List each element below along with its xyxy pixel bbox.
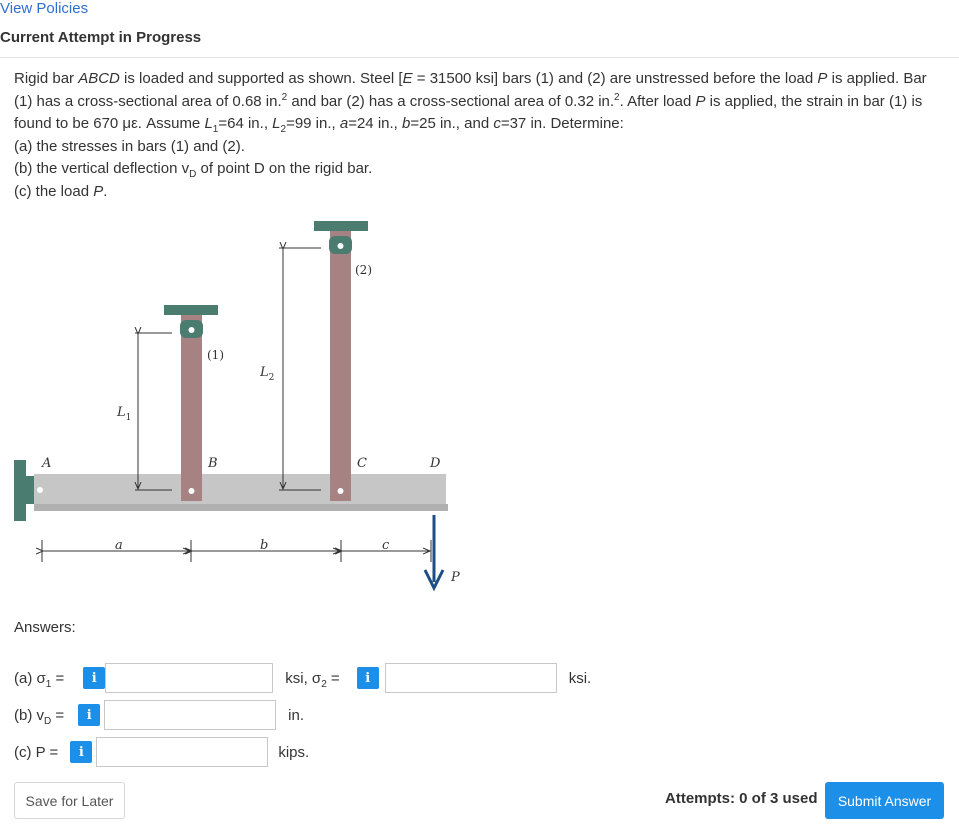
vd-input[interactable] — [104, 700, 277, 730]
submit-answer-button[interactable]: Submit Answer — [825, 782, 944, 819]
problem-intro: Rigid bar ABCD is loaded and supported a… — [14, 70, 927, 135]
vd-info-icon[interactable]: i — [78, 704, 101, 726]
label-c-dim: c — [382, 538, 390, 553]
label-l1: L1 — [116, 405, 131, 423]
p-info-icon[interactable]: i — [70, 741, 93, 763]
pin-c — [337, 488, 344, 494]
label-bar-2: (2) — [355, 263, 372, 277]
vd-unit: in. — [288, 706, 305, 724]
answers-heading: Answers: — [14, 619, 76, 636]
label-b-point: B — [207, 456, 218, 471]
label-l2: L2 — [259, 365, 274, 383]
attempt-status-heading: Current Attempt in Progress — [0, 29, 202, 46]
sigma2-info-icon[interactable]: i — [356, 667, 379, 689]
dimension-abc — [42, 540, 432, 562]
bar-2 — [330, 231, 351, 501]
divider — [0, 57, 959, 58]
answer-row-a: (a) σ1 = i ksi, σ2 = i ksi. — [14, 662, 591, 694]
label-bar-1: (1) — [207, 348, 224, 362]
pin-a — [37, 487, 43, 493]
ceiling-support-1 — [164, 305, 218, 315]
rigid-bar-figure: A B C D a b c P L1 L2 (1) (2) — [14, 221, 460, 592]
dimension-l2 — [279, 248, 321, 491]
label-a-point: A — [41, 456, 51, 471]
sigma1-unit-sigma2-label: ksi, σ2 = — [285, 669, 340, 690]
rigid-bar-flange — [34, 504, 448, 511]
part-b-text: (b) the vertical deflection vD of point … — [14, 160, 373, 180]
label-d-point: D — [429, 456, 441, 471]
view-policies-link[interactable]: View Policies — [0, 0, 89, 17]
answer-row-c: (c) P = i kips. — [14, 736, 309, 768]
pin-b — [188, 488, 195, 494]
answer-row-b: (b) vD = i in. — [14, 699, 304, 731]
label-p-load: P — [450, 570, 460, 585]
label-a-dim: a — [115, 538, 123, 553]
pin-bar1-top — [188, 327, 195, 333]
sigma1-label: (a) σ1 = — [14, 669, 65, 690]
p-unit: kips. — [278, 743, 310, 761]
sigma2-unit: ksi. — [568, 669, 592, 687]
sigma1-input[interactable] — [105, 663, 274, 693]
sigma1-info-icon[interactable]: i — [83, 667, 106, 689]
bar-1 — [181, 315, 202, 501]
attempts-counter: Attempts: 0 of 3 used — [665, 790, 818, 807]
save-for-later-button[interactable]: Save for Later — [14, 782, 125, 819]
sigma2-input[interactable] — [384, 663, 557, 693]
p-label: (c) P = — [14, 743, 59, 761]
label-b-dim: b — [260, 538, 268, 553]
p-input[interactable] — [96, 737, 269, 767]
wall-support — [14, 460, 26, 521]
vd-label: (b) vD = — [14, 706, 65, 727]
load-arrow-p — [423, 515, 445, 592]
label-c-point: C — [357, 456, 367, 471]
dimension-l1 — [135, 333, 172, 491]
part-c-text: (c) the load P. — [14, 182, 108, 200]
part-a-text: (a) the stresses in bars (1) and (2). — [14, 137, 245, 155]
problem-statement: Rigid bar ABCD is loaded and supported a… — [14, 68, 944, 203]
pin-bar2-top — [337, 243, 344, 249]
ceiling-support-2 — [314, 221, 368, 231]
rigid-bar — [34, 474, 446, 504]
